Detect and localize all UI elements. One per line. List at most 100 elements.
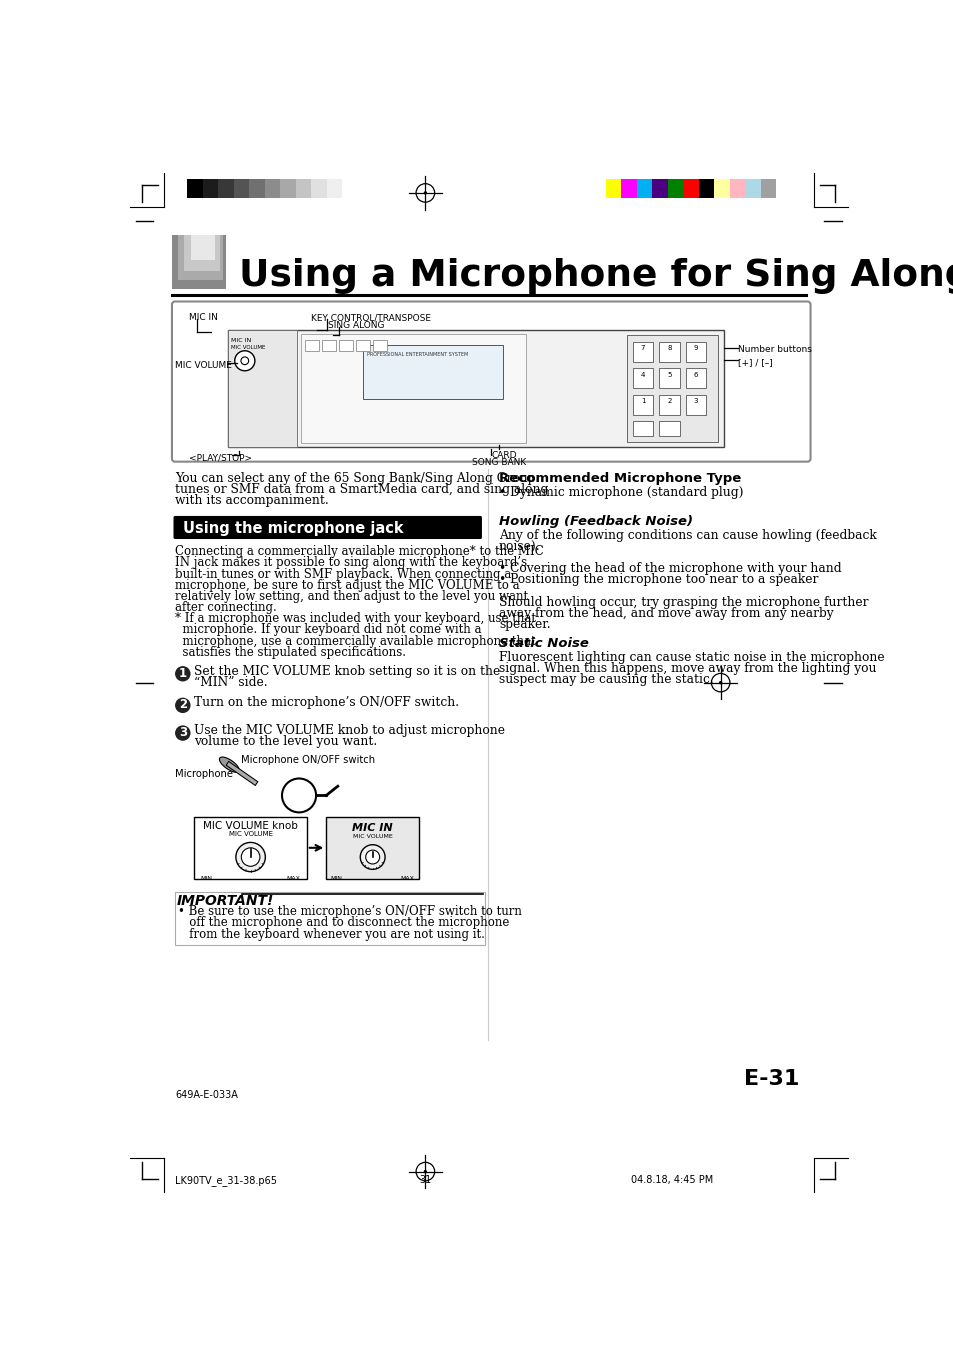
Bar (659, 394, 679, 415)
Text: Turn on the microphone’s ON/OFF switch.: Turn on the microphone’s ON/OFF switch. (193, 696, 458, 709)
Bar (633, 342, 653, 362)
Bar (699, 180, 714, 197)
Text: 649A-E-033A: 649A-E-033A (174, 1090, 237, 1100)
Text: satisfies the stipulated specifications.: satisfies the stipulated specifications. (174, 646, 406, 659)
Text: MIN: MIN (200, 875, 213, 881)
Text: IN jack makes it possible to sing along with the keyboard’s: IN jack makes it possible to sing along … (174, 557, 527, 569)
FancyBboxPatch shape (173, 516, 481, 539)
Text: 7: 7 (640, 346, 645, 351)
Text: 1: 1 (178, 666, 187, 680)
Bar (174, 893, 484, 944)
Circle shape (235, 843, 265, 871)
Circle shape (360, 844, 385, 869)
Text: relatively low setting, and then adjust to the level you want: relatively low setting, and then adjust … (174, 590, 528, 603)
Bar (626, 335, 718, 442)
Circle shape (423, 1170, 427, 1173)
Text: <PLAY/STOP>: <PLAY/STOP> (189, 453, 252, 462)
Bar (305, 340, 319, 351)
Bar (326, 817, 418, 878)
Text: Recommended Microphone Type: Recommended Microphone Type (498, 471, 740, 485)
Text: Any of the following conditions can cause howling (feedback: Any of the following conditions can caus… (498, 528, 876, 542)
Bar (373, 340, 387, 351)
Text: MIC VOLUME: MIC VOLUME (353, 834, 392, 839)
Text: SONG BANK: SONG BANK (472, 458, 525, 467)
Circle shape (241, 357, 249, 365)
Text: 3: 3 (693, 397, 698, 404)
Text: off the microphone and to disconnect the microphone: off the microphone and to disconnect the… (178, 916, 509, 929)
Text: • Dynamic microphone (standard plug): • Dynamic microphone (standard plug) (498, 485, 742, 499)
Text: PROFESSIONAL ENTERTAINMENT SYSTEM: PROFESSIONAL ENTERTAINMENT SYSTEM (367, 351, 468, 357)
Bar (295, 180, 311, 197)
Bar (363, 346, 502, 400)
Text: suspect may be causing the static.: suspect may be causing the static. (498, 673, 713, 686)
Text: LK90TV_e_31-38.p65: LK90TV_e_31-38.p65 (174, 1175, 276, 1186)
Text: MIC IN: MIC IN (352, 823, 393, 834)
Circle shape (719, 681, 721, 685)
Text: 8: 8 (666, 346, 671, 351)
Bar (301, 334, 525, 443)
Circle shape (365, 850, 379, 865)
Circle shape (423, 192, 427, 195)
Text: 5: 5 (666, 372, 671, 377)
Bar (218, 180, 233, 197)
Bar (322, 340, 335, 351)
Text: MIC IN: MIC IN (231, 338, 251, 343)
Text: with its accompaniment.: with its accompaniment. (174, 494, 329, 507)
Text: 3: 3 (178, 725, 187, 739)
Text: Static Noise: Static Noise (498, 636, 588, 650)
Text: after connecting.: after connecting. (174, 601, 276, 613)
FancyBboxPatch shape (172, 301, 810, 462)
Text: KEY CONTROL/TRANSPOSE: KEY CONTROL/TRANSPOSE (311, 313, 431, 322)
Text: away from the head, and move away from any nearby: away from the head, and move away from a… (498, 607, 833, 620)
Text: Set the MIC VOLUME knob setting so it is on the: Set the MIC VOLUME knob setting so it is… (193, 665, 499, 678)
Bar (233, 180, 249, 197)
Text: MIC VOLUME: MIC VOLUME (229, 831, 273, 836)
Text: Number buttons: Number buttons (737, 346, 811, 354)
Text: signal. When this happens, move away from the lighting you: signal. When this happens, move away fro… (498, 662, 876, 676)
Bar (667, 180, 682, 197)
Bar (342, 180, 357, 197)
Bar (356, 340, 370, 351)
Text: MIN: MIN (331, 875, 342, 881)
Bar (633, 394, 653, 415)
Bar (637, 180, 652, 197)
Bar (203, 180, 218, 197)
Text: 6: 6 (693, 372, 698, 377)
Text: Fluorescent lighting can cause static noise in the microphone: Fluorescent lighting can cause static no… (498, 651, 883, 663)
Text: MAX: MAX (400, 875, 415, 881)
Text: MIC VOLUME knob: MIC VOLUME knob (203, 821, 297, 831)
Bar (191, 235, 215, 259)
Bar (228, 330, 723, 447)
Text: • Be sure to use the microphone’s ON/OFF switch to turn: • Be sure to use the microphone’s ON/OFF… (178, 905, 521, 917)
Bar (685, 342, 705, 362)
Bar (327, 180, 342, 197)
Text: • Positioning the microphone too near to a speaker: • Positioning the microphone too near to… (498, 573, 818, 586)
Bar (184, 235, 220, 270)
Text: CARD: CARD (491, 451, 517, 459)
Text: Use the MIC VOLUME knob to adjust microphone: Use the MIC VOLUME knob to adjust microp… (193, 724, 504, 736)
Text: tunes or SMF data from a SmartMedia card, and sing along: tunes or SMF data from a SmartMedia card… (174, 482, 548, 496)
Text: Microphone: Microphone (174, 769, 233, 780)
Text: IMPORTANT!: IMPORTANT! (176, 894, 274, 908)
Text: Howling (Feedback Noise): Howling (Feedback Noise) (498, 515, 692, 528)
Bar (172, 235, 226, 289)
Text: Should howling occur, try grasping the microphone further: Should howling occur, try grasping the m… (498, 596, 867, 609)
Text: [+] / [–]: [+] / [–] (737, 358, 772, 366)
Text: You can select any of the 65 Song Bank/Sing Along Group: You can select any of the 65 Song Bank/S… (174, 471, 535, 485)
Bar (685, 369, 705, 389)
Text: Using a Microphone for Sing Along: Using a Microphone for Sing Along (238, 258, 953, 295)
Bar (178, 235, 223, 280)
Circle shape (174, 725, 191, 740)
Circle shape (174, 697, 191, 713)
Circle shape (234, 351, 254, 370)
Bar (187, 180, 203, 197)
Text: microphone. If your keyboard did not come with a: microphone. If your keyboard did not com… (174, 623, 481, 636)
Bar (760, 180, 776, 197)
Text: built-in tunes or with SMF playback. When connecting a: built-in tunes or with SMF playback. Whe… (174, 567, 511, 581)
Bar (633, 422, 653, 436)
Text: MIC VOLUME: MIC VOLUME (231, 345, 265, 350)
Text: 2: 2 (666, 397, 671, 404)
Text: from the keyboard whenever you are not using it.: from the keyboard whenever you are not u… (178, 928, 484, 940)
Circle shape (241, 848, 259, 866)
Bar (714, 180, 729, 197)
